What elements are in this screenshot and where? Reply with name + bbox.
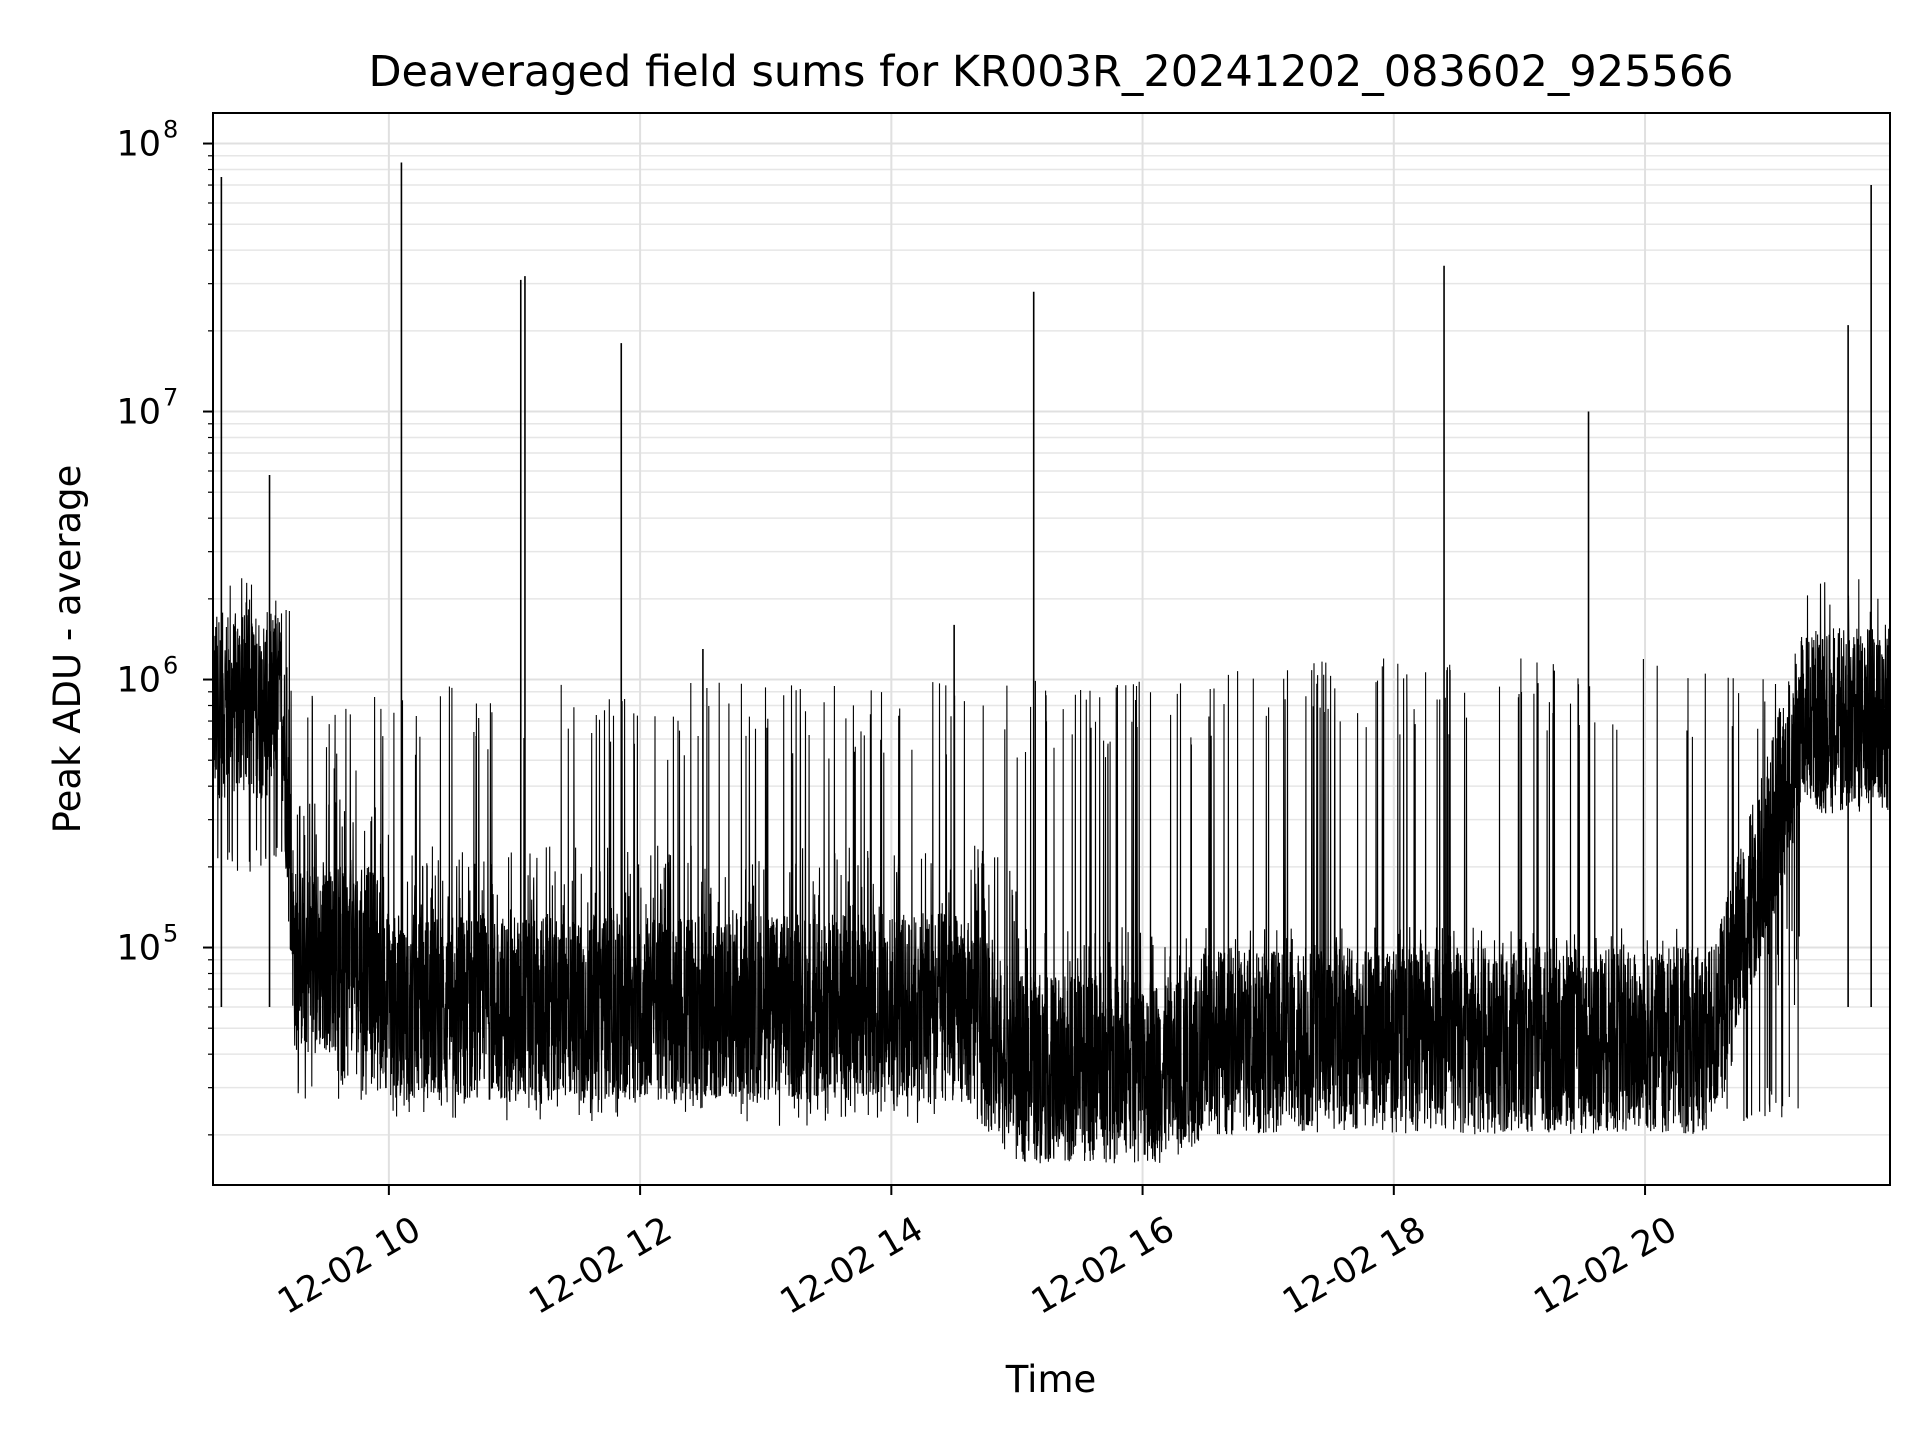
y-tick-label: 10 <box>116 125 161 165</box>
y-tick-label: 10 <box>116 929 161 969</box>
y-tick-exponent: 7 <box>163 384 178 412</box>
chart-title: Deaveraged field sums for KR003R_2024120… <box>368 47 1733 97</box>
x-tick-label: 12-02 14 <box>774 1209 930 1322</box>
x-axis-label: Time <box>1005 1358 1097 1401</box>
plot-area <box>213 162 1890 1164</box>
x-tick-label: 12-02 12 <box>523 1209 679 1322</box>
x-tick-label: 12-02 18 <box>1276 1209 1432 1322</box>
y-tick-label: 10 <box>116 393 161 433</box>
x-tick-label: 12-02 20 <box>1528 1209 1684 1322</box>
data-series-line <box>213 578 1890 1164</box>
x-axis-ticks: 12-02 10 12-02 12 12-02 14 12-02 16 12-02 18… <box>271 1185 1684 1323</box>
plot-frame <box>212 112 1891 1186</box>
x-tick-label: 12-02 10 <box>271 1209 427 1322</box>
y-tick-exponent: 5 <box>163 920 178 948</box>
y-axis-label: Peak ADU - average <box>46 465 89 834</box>
y-tick-exponent: 8 <box>163 116 178 144</box>
x-tick-label: 12-02 16 <box>1025 1209 1181 1322</box>
y-tick-label: 10 <box>116 661 161 701</box>
y-tick-exponent: 6 <box>163 652 178 680</box>
